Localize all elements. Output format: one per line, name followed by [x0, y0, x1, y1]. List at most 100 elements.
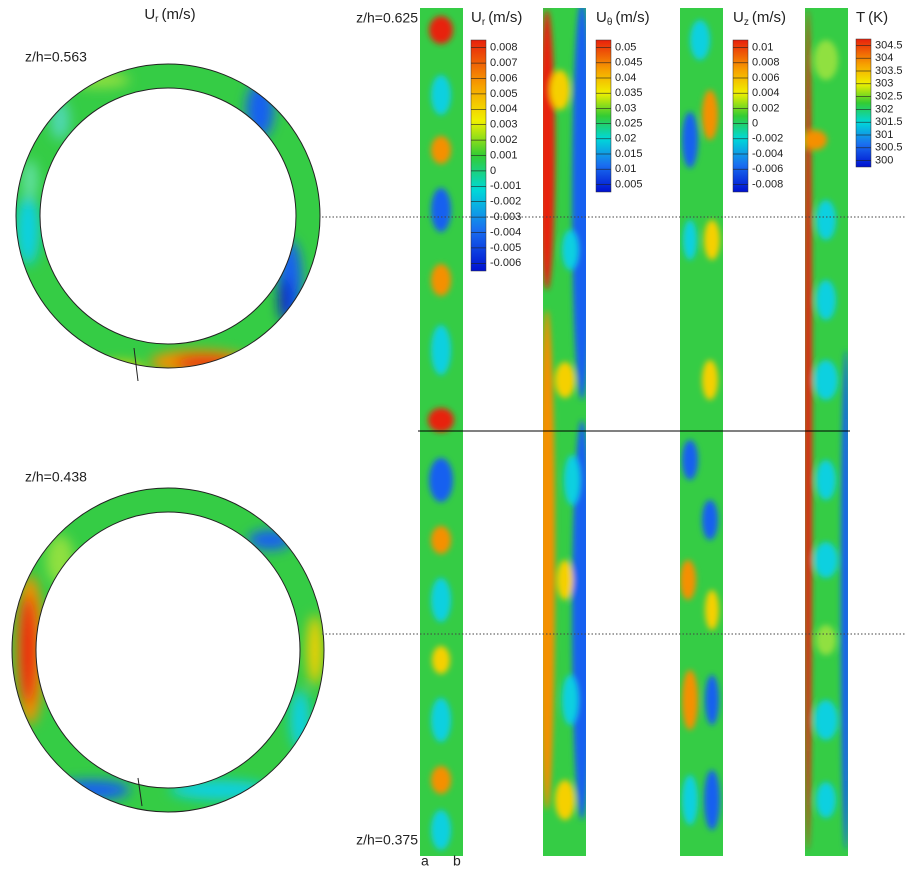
colorbar-title: Ur (m/s) [471, 9, 522, 28]
field-blob [432, 646, 450, 674]
left-title: Ur (m/s) [144, 6, 195, 25]
field-blob [431, 264, 451, 296]
colorbar-label: 0.05 [615, 42, 636, 54]
field-blob [682, 775, 698, 825]
colorbar-label: 301 [875, 129, 893, 141]
colorbar-label: 0.01 [752, 42, 773, 54]
colorbar-label: 0.006 [752, 72, 780, 84]
colorbar-label: 0 [490, 165, 496, 177]
field-blob [705, 675, 719, 725]
colorbar-label: 0.004 [752, 87, 780, 99]
field-blob [279, 278, 291, 322]
colorbar-label: 0.003 [490, 119, 518, 131]
field-blob [550, 70, 570, 110]
field-base [16, 64, 320, 368]
field-blob [562, 230, 578, 270]
field-blob [572, 420, 586, 820]
field-blob [682, 112, 698, 168]
colorbar-label: -0.006 [490, 257, 521, 269]
field-blob [704, 220, 720, 260]
field-blob [307, 615, 323, 685]
colorbar-label: -0.002 [490, 196, 521, 208]
colorbar-label: 0.008 [752, 57, 780, 69]
section-label: z/h=0.563 [25, 49, 87, 65]
contour-region [12, 488, 324, 812]
field-blob [431, 578, 451, 622]
colorbar-label: 0.008 [490, 42, 518, 54]
colorbar-label: 0.002 [752, 102, 780, 114]
contour-region [420, 8, 463, 856]
colorbar-label: 0.015 [615, 148, 643, 160]
colorbar-label: 301.5 [875, 116, 903, 128]
field-blob [429, 16, 453, 44]
field-blob [816, 200, 836, 240]
colorbar-label: 300 [875, 155, 893, 167]
field-blob [702, 90, 718, 140]
field-blob [816, 280, 836, 320]
title-unit: (K) [868, 9, 888, 26]
title-sub: θ [607, 17, 613, 28]
title-symbol: T [856, 9, 865, 26]
field-blob [46, 535, 74, 585]
title-sub: r [155, 14, 159, 25]
field-blob [680, 560, 696, 600]
field-blobs [428, 16, 454, 850]
colorbar-label: 302 [875, 103, 893, 115]
colorbar-label: 0.001 [490, 149, 518, 161]
field-blob [428, 408, 454, 432]
field-blob [19, 595, 37, 705]
section-label: z/h=0.438 [25, 469, 87, 485]
field-blobs [805, 10, 848, 850]
colorbar-label: 0.006 [490, 72, 518, 84]
field-blob [16, 195, 40, 265]
colorbar-label: 0.025 [615, 118, 643, 130]
colorbar-label: 0.004 [490, 103, 518, 115]
colorbar-label: 0.04 [615, 72, 636, 84]
title-unit: (m/s) [162, 6, 196, 23]
colorbar-title: T (K) [856, 9, 888, 26]
colorbar-label: -0.008 [752, 178, 783, 190]
field-blob [562, 675, 578, 725]
colorbar-label: -0.006 [752, 163, 783, 175]
field-blob [431, 526, 451, 554]
strip-top-label: z/h=0.625 [356, 10, 418, 26]
field-blob [805, 10, 812, 850]
field-blob [543, 310, 555, 810]
colorbar-label: 0.005 [615, 178, 643, 190]
field-blob [814, 542, 838, 578]
contour-fields [12, 8, 848, 856]
colorbars: Ur (m/s) 0.008 0.007 0.006 0.005 0.004 0.003 0.0… [470, 9, 903, 272]
field-blob [431, 325, 451, 375]
colorbar-title: Uz (m/s) [733, 9, 786, 28]
field-blob [704, 770, 720, 830]
field-blob [555, 780, 575, 820]
field-blob [431, 75, 451, 115]
field-blob [690, 20, 710, 60]
colorbar-label: 304 [875, 52, 893, 64]
field-blob [431, 188, 451, 232]
field-blob [50, 100, 70, 140]
colorbar-label: -0.005 [490, 242, 521, 254]
field-blob [246, 82, 274, 138]
field-blob [805, 130, 827, 150]
contour-region [543, 8, 586, 856]
colorbar-label: 303 [875, 78, 893, 90]
colorbar-label: 0.002 [490, 134, 518, 146]
colorbar-label: -0.002 [752, 133, 783, 145]
colorbar-label: 304.5 [875, 39, 903, 51]
colorbar-label: 0.005 [490, 88, 518, 100]
colorbar-label: -0.001 [490, 180, 521, 192]
colorbar-label: 302.5 [875, 91, 903, 103]
title-unit: (m/s) [615, 9, 649, 26]
title-sub: z [744, 17, 749, 28]
field-blob [543, 10, 555, 290]
field-blob [814, 360, 838, 400]
colorbar-label: 303.5 [875, 65, 903, 77]
field-blob [555, 362, 575, 398]
colorbar-label: 0.007 [490, 57, 518, 69]
field-blob [683, 220, 697, 260]
field-blob [705, 590, 719, 630]
colorbar-label: 0.01 [615, 163, 636, 175]
title-sub: r [482, 17, 486, 28]
